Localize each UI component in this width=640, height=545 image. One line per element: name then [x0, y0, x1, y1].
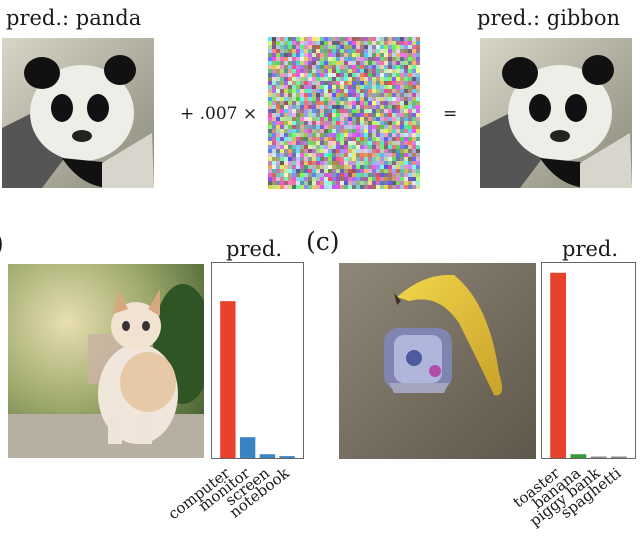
kitten-image [8, 264, 204, 458]
chart-b-title: pred. [226, 237, 283, 261]
banana-toaster-image [339, 263, 536, 459]
chart-c-title: pred. [562, 237, 619, 261]
bar-piggy-bank [590, 456, 607, 458]
bar-banana [570, 454, 587, 458]
chart-c-plot [550, 272, 627, 458]
noise-image [268, 37, 420, 189]
bar-notebook [279, 456, 295, 458]
bar-monitor [239, 437, 256, 458]
panel-c-label: (c) [306, 227, 340, 256]
equals-sign: = [443, 104, 458, 124]
bar-toaster [550, 272, 567, 458]
bar-computer [220, 301, 236, 458]
chart-b [211, 262, 304, 459]
panda-image-right [480, 38, 632, 188]
chart-b-plot [220, 301, 295, 458]
bar-spaghetti [610, 456, 627, 458]
bar-screen [259, 454, 276, 458]
left-prediction-label: pred.: panda [6, 6, 142, 30]
panel-b-label: ) [0, 231, 4, 256]
right-prediction-label: pred.: gibbon [477, 6, 620, 30]
perturbation-operator: + .007 × [180, 104, 258, 124]
chart-c [541, 262, 636, 459]
panda-image-left [2, 38, 154, 188]
